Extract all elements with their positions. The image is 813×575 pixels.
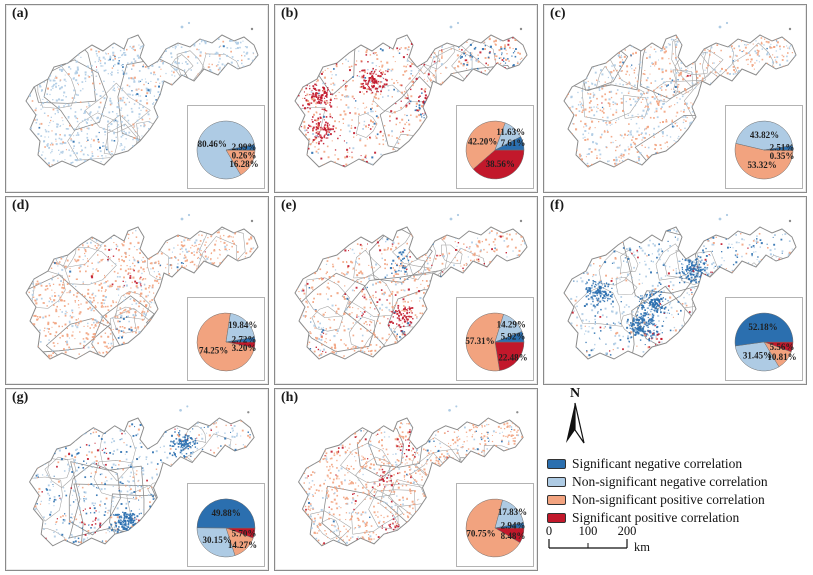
map-svg-g xyxy=(28,405,255,547)
legend-swatch-significant_negative xyxy=(547,458,566,469)
north-label: N xyxy=(569,386,581,401)
svg-text:43.82%: 43.82% xyxy=(750,130,779,140)
map-svg-b xyxy=(294,21,528,168)
map-svg-d xyxy=(25,213,259,360)
svg-text:2.99%: 2.99% xyxy=(232,142,257,152)
pie-inset-g: 5.70% 14.27% 30.15% 49.88% xyxy=(187,483,265,567)
svg-text:7.61%: 7.61% xyxy=(501,138,526,148)
panel-label-a: (a) xyxy=(12,6,29,21)
panel-label-h: (h) xyxy=(281,390,299,405)
north-arrow-icon xyxy=(566,402,585,444)
pie-chart-c: 0.35%53.32% 43.82% 2.51% xyxy=(734,120,795,180)
panel-label-e: (e) xyxy=(281,198,297,213)
panel-label-b: (b) xyxy=(281,6,299,21)
pie-inset-h: 8.48% 70.75% 17.83% 2.94% xyxy=(456,483,534,567)
panel-label-f: (f) xyxy=(550,198,564,213)
legend-item-significant_positive: Significant positive correlation xyxy=(547,509,768,526)
pie-chart-a: 0.26%16.28%80.46% 2.99% xyxy=(196,120,259,180)
svg-text:80.46%: 80.46% xyxy=(198,139,227,149)
pie-chart-b: 38.56% 42.20%11.63%7.61% xyxy=(465,120,526,180)
svg-text:11.63%: 11.63% xyxy=(496,127,525,137)
legend-label-significant_negative: Significant negative correlation xyxy=(572,455,743,471)
pie-chart-h: 8.48%70.75%17.83%2.94% xyxy=(465,498,527,558)
svg-text:0.26%: 0.26% xyxy=(232,151,257,161)
pie-chart-e: 22.48%57.31%14.29%5.92% xyxy=(465,312,528,372)
legend-label-non_significant_positive: Non-significant positive correlation xyxy=(572,491,765,507)
svg-text:42.20%: 42.20% xyxy=(468,136,497,146)
svg-text:2.51%: 2.51% xyxy=(770,143,795,153)
panel-label-d: (d) xyxy=(12,198,30,213)
svg-text:16.28%: 16.28% xyxy=(229,159,258,169)
pie-chart-g: 5.70%14.27%30.15%49.88% xyxy=(196,498,257,558)
map-svg-c xyxy=(563,21,797,168)
pie-inset-b: 38.56% 42.20% 11.63% 7.61% xyxy=(456,105,534,189)
map-panel-h: (h) 8.48% 70.75% 17.83% 2.94% xyxy=(274,388,538,571)
legend-items: Significant negative correlation Non-sign… xyxy=(547,454,768,527)
legend-item-significant_negative: Significant negative correlation xyxy=(547,455,768,472)
map-panel-c: (c) 0.35% 53.32% 43.82% 2.51% xyxy=(543,4,807,193)
scale-bar: 0 100 200 km xyxy=(543,522,693,563)
map-panel-a: (a) 0.26% 16.28% 80.46% 2.99% xyxy=(5,4,269,193)
pie-inset-c: 0.35% 53.32% 43.82% 2.51% xyxy=(725,105,803,189)
pie-inset-d: 3.20% 74.25% 19.84% 2.72% xyxy=(187,297,265,381)
legend-swatch-non_significant_positive xyxy=(547,494,566,505)
pie-chart-d: 3.20%74.25%19.84%2.72% xyxy=(196,312,257,372)
legend-swatch-significant_positive xyxy=(547,512,566,523)
map-panel-g: (g) 5.70% 14.27% 30.15% 49.88% xyxy=(5,388,269,571)
legend-swatch-non_significant_negative xyxy=(547,476,566,487)
panel-label-c: (c) xyxy=(550,6,566,21)
map-svg-h xyxy=(297,405,524,547)
map-panel-b: (b) 38.56% 42.20% 11.63% 7.61% xyxy=(274,4,538,193)
legend-label-significant_positive: Significant positive correlation xyxy=(572,509,740,525)
map-panel-f: (f) 5.56% 10.81% 31.45% 52.18% xyxy=(543,196,807,385)
north-arrow: N xyxy=(555,386,595,451)
legend-item-non_significant_positive: Non-significant positive correlation xyxy=(547,491,768,508)
legend-item-non_significant_negative: Non-significant negative correlation xyxy=(547,473,768,490)
legend-label-non_significant_negative: Non-significant negative correlation xyxy=(572,473,768,489)
pie-inset-e: 22.48% 57.31% 14.29% 5.92% xyxy=(456,297,534,381)
svg-text:53.32%: 53.32% xyxy=(747,160,776,170)
panel-label-g: (g) xyxy=(12,390,29,405)
map-panel-e: (e) 22.48% 57.31% 14.29% 5.92% xyxy=(274,196,538,385)
svg-text:0.35%: 0.35% xyxy=(770,151,795,161)
pie-chart-f: 5.56%10.81%31.45%52.18% xyxy=(734,312,797,372)
svg-text:38.56%: 38.56% xyxy=(486,159,515,169)
pie-inset-f: 5.56% 10.81% 31.45% 52.18% xyxy=(725,297,803,381)
map-legend-cell: N Significant negative correlation Non-si… xyxy=(543,386,809,573)
map-panel-d: (d) 3.20% 74.25% 19.84% 2.72% xyxy=(5,196,269,385)
pie-inset-a: 0.26% 16.28% 80.46% 2.99% xyxy=(187,105,265,189)
